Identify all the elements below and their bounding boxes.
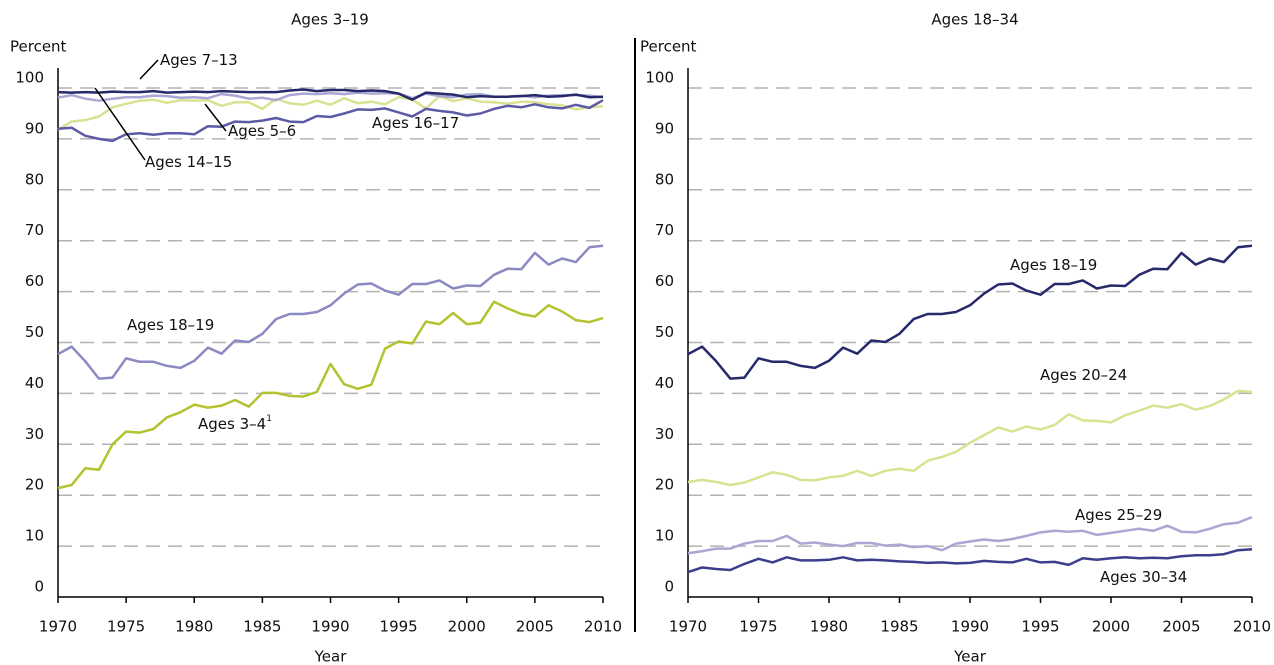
series-line — [57, 300, 604, 490]
series-label: Ages 25–29 — [1075, 506, 1162, 524]
y-tick-label: 10 — [25, 527, 44, 545]
x-axis-label: Year — [953, 648, 987, 665]
y-tick-label: 30 — [655, 425, 674, 443]
y-tick-label: 30 — [25, 425, 44, 443]
y-tick-label: 60 — [655, 272, 674, 290]
x-tick-label: 1980 — [810, 618, 848, 636]
x-tick-label: 1990 — [311, 618, 349, 636]
y-tick-label: 40 — [25, 374, 44, 392]
y-tick-label: 70 — [655, 221, 674, 239]
series-label: Ages 7–13 — [160, 51, 238, 69]
series-label-name: Ages 5–6 — [228, 122, 296, 140]
panel-title: Ages 3–19 — [291, 11, 369, 29]
series-label-name: Ages 18–19 — [127, 316, 214, 334]
y-axis-label: Percent — [640, 38, 697, 56]
x-axis-label: Year — [314, 648, 348, 665]
series-label-name: Ages 16–17 — [372, 114, 459, 132]
x-tick-label: 2010 — [584, 618, 622, 636]
label-leader — [139, 59, 159, 80]
y-tick-label: 20 — [655, 476, 674, 494]
series-line — [57, 244, 604, 380]
series-label-name: Ages 3–4 — [198, 415, 266, 433]
series-label-name: Ages 18–19 — [1010, 256, 1097, 274]
y-tick-label: 50 — [655, 323, 674, 341]
series-line — [687, 547, 1253, 574]
y-tick-label: 80 — [25, 170, 44, 188]
series-label: Ages 5–6 — [228, 122, 296, 140]
series-label: Ages 18–19 — [1010, 256, 1097, 274]
x-tick-label: 2005 — [516, 618, 554, 636]
series-line — [687, 389, 1253, 487]
x-tick-label: 2000 — [1092, 618, 1130, 636]
y-tick-label: 90 — [655, 119, 674, 137]
series-label-name: Ages 30–34 — [1100, 568, 1187, 586]
series-label-name: Ages 25–29 — [1075, 506, 1162, 524]
x-tick-label: 1985 — [243, 618, 281, 636]
series-line — [57, 99, 604, 143]
series-label-name: Ages 14–15 — [145, 153, 232, 171]
x-tick-label: 1975 — [107, 618, 145, 636]
y-tick-label: 50 — [25, 323, 44, 341]
series-label-footnote: 1 — [266, 414, 272, 424]
y-tick-label: 70 — [25, 221, 44, 239]
x-tick-label: 1970 — [669, 618, 707, 636]
x-tick-label: 1970 — [39, 618, 77, 636]
series-label: Ages 14–15 — [145, 153, 232, 171]
series-label-name: Ages 7–13 — [160, 51, 238, 69]
label-leader — [94, 87, 146, 161]
series-line — [687, 515, 1253, 555]
series-label: Ages 18–19 — [127, 316, 214, 334]
x-tick-label: 1980 — [175, 618, 213, 636]
y-tick-label: 10 — [655, 527, 674, 545]
x-tick-label: 2010 — [1233, 618, 1271, 636]
y-axis-label: Percent — [10, 38, 67, 56]
series-label: Ages 3–41 — [198, 414, 272, 433]
panel-title: Ages 18–34 — [931, 11, 1018, 29]
y-tick-label: 90 — [25, 119, 44, 137]
series-label: Ages 30–34 — [1100, 568, 1187, 586]
y-tick-label: 0 — [34, 578, 44, 596]
x-tick-label: 1985 — [880, 618, 918, 636]
y-tick-label: 40 — [655, 374, 674, 392]
x-tick-label: 1995 — [380, 618, 418, 636]
x-tick-label: 1975 — [739, 618, 777, 636]
series-label: Ages 20–24 — [1040, 366, 1127, 384]
x-tick-label: 2000 — [448, 618, 486, 636]
y-tick-label: 60 — [25, 272, 44, 290]
series-line — [57, 94, 604, 131]
y-tick-label: 0 — [664, 578, 674, 596]
x-tick-label: 2005 — [1162, 618, 1200, 636]
y-tick-label: 80 — [655, 170, 674, 188]
x-tick-label: 1995 — [1021, 618, 1059, 636]
y-tick-label: 20 — [25, 476, 44, 494]
label-leader — [204, 103, 227, 132]
series-label: Ages 16–17 — [372, 114, 459, 132]
series-line — [687, 244, 1253, 380]
y-tick-label: 100 — [15, 69, 44, 87]
series-label-name: Ages 20–24 — [1040, 366, 1127, 384]
y-tick-label: 100 — [645, 69, 674, 87]
x-tick-label: 1990 — [951, 618, 989, 636]
series-line — [57, 88, 604, 101]
